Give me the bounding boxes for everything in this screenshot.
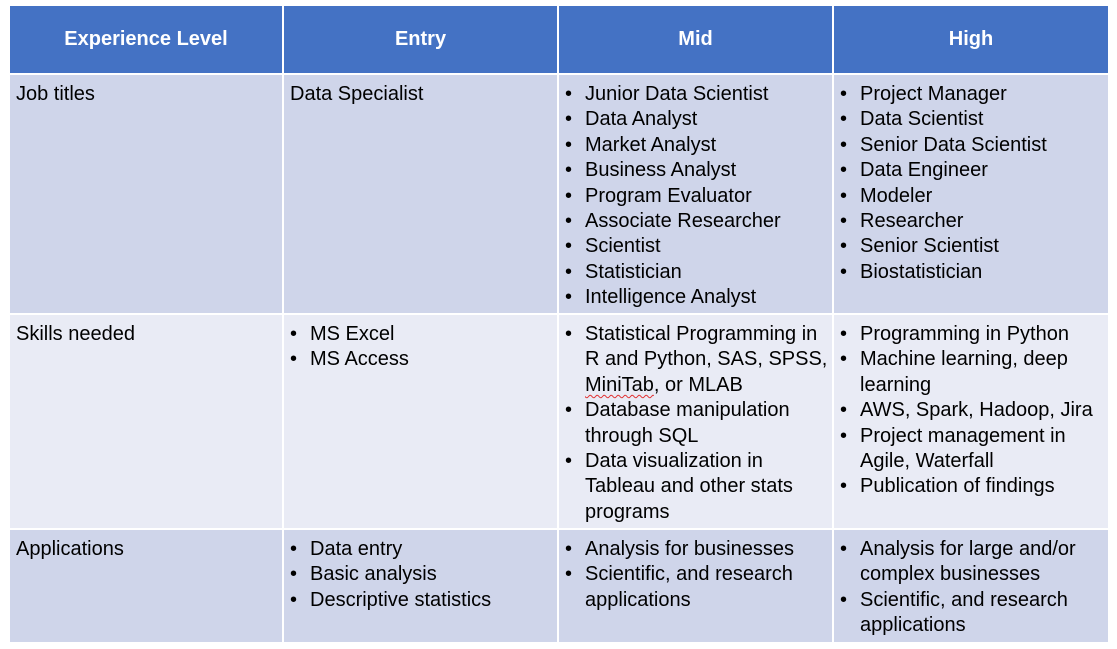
list-item: Market Analyst (565, 133, 828, 159)
cell-applications-label: Applications (8, 528, 284, 644)
cell-applications-mid: Analysis for businesses Scientific, and … (557, 528, 834, 644)
spellcheck-flagged-word: MiniTab (585, 373, 654, 396)
row-label: Skills needed (16, 323, 135, 345)
list-item: Publication of findings (840, 474, 1104, 500)
list-item: Junior Data Scientist (565, 82, 828, 108)
list-item: Statistician (565, 260, 828, 286)
list-item: Data Engineer (840, 158, 1104, 184)
row-label: Job titles (16, 83, 95, 105)
cell-skills-mid: Statistical Programming in R and Python,… (557, 313, 834, 530)
list-item: Business Analyst (565, 158, 828, 184)
cell-job-titles-entry: Data Specialist (282, 73, 559, 315)
list-item: Intelligence Analyst (565, 285, 828, 311)
cell-skills-label: Skills needed (8, 313, 284, 530)
mid-applications-list: Analysis for businesses Scientific, and … (559, 530, 832, 613)
header-mid: Mid (557, 4, 834, 75)
entry-skills-list: MS Excel MS Access (284, 315, 557, 373)
list-item: Modeler (840, 184, 1104, 210)
list-item: Descriptive statistics (290, 588, 553, 614)
row-applications: Applications Data entry Basic analysis D… (8, 528, 1110, 644)
list-item: Senior Data Scientist (840, 133, 1104, 159)
list-item: Scientific, and research applications (565, 562, 828, 613)
experience-table: Experience Level Entry Mid High Job titl… (8, 4, 1110, 644)
cell-job-titles-label: Job titles (8, 73, 284, 315)
list-item: Database manipulation through SQL (565, 398, 828, 449)
list-item: Project management in Agile, Waterfall (840, 424, 1104, 475)
high-applications-list: Analysis for large and/or complex busine… (834, 530, 1108, 639)
list-item: Associate Researcher (565, 209, 828, 235)
list-item: Project Manager (840, 82, 1104, 108)
list-item: Scientific, and research applications (840, 588, 1104, 639)
cell-job-titles-high: Project Manager Data Scientist Senior Da… (832, 73, 1110, 315)
row-label: Applications (16, 538, 124, 560)
list-item: Researcher (840, 209, 1104, 235)
text-segment: , or MLAB (653, 373, 743, 396)
list-item: MS Excel (290, 322, 553, 348)
header-experience-level: Experience Level (8, 4, 284, 75)
header-row: Experience Level Entry Mid High (8, 4, 1110, 75)
mid-job-titles-list: Junior Data Scientist Data Analyst Marke… (559, 75, 832, 311)
list-item: Scientist (565, 234, 828, 260)
list-item: Analysis for large and/or complex busine… (840, 537, 1104, 588)
cell-applications-high: Analysis for large and/or complex busine… (832, 528, 1110, 644)
list-item: Data visualization in Tableau and other … (565, 449, 828, 525)
entry-applications-list: Data entry Basic analysis Descriptive st… (284, 530, 557, 614)
list-item: Machine learning, deep learning (840, 347, 1104, 398)
mid-skills-list: Statistical Programming in R and Python,… (559, 315, 832, 525)
list-item: Basic analysis (290, 562, 553, 588)
high-skills-list: Programming in Python Machine learning, … (834, 315, 1108, 500)
list-item: Senior Scientist (840, 234, 1104, 260)
row-job-titles: Job titles Data Specialist Junior Data S… (8, 73, 1110, 315)
list-item: Biostatistician (840, 260, 1104, 286)
list-item: AWS, Spark, Hadoop, Jira (840, 398, 1104, 424)
list-item: Programming in Python (840, 322, 1104, 348)
list-item: Data entry (290, 537, 553, 563)
list-item: Data Scientist (840, 107, 1104, 133)
high-job-titles-list: Project Manager Data Scientist Senior Da… (834, 75, 1108, 286)
cell-job-titles-mid: Junior Data Scientist Data Analyst Marke… (557, 73, 834, 315)
entry-job-title: Data Specialist (290, 83, 424, 105)
cell-skills-entry: MS Excel MS Access (282, 313, 559, 530)
list-item: Data Analyst (565, 107, 828, 133)
list-item: Statistical Programming in R and Python,… (565, 322, 828, 398)
cell-applications-entry: Data entry Basic analysis Descriptive st… (282, 528, 559, 644)
list-item: MS Access (290, 347, 553, 373)
header-entry: Entry (282, 4, 559, 75)
header-high: High (832, 4, 1110, 75)
row-skills-needed: Skills needed MS Excel MS Access Statist… (8, 313, 1110, 530)
list-item: Program Evaluator (565, 184, 828, 210)
text-segment: Statistical Programming in R and Python,… (585, 323, 828, 371)
cell-skills-high: Programming in Python Machine learning, … (832, 313, 1110, 530)
list-item: Analysis for businesses (565, 537, 828, 563)
